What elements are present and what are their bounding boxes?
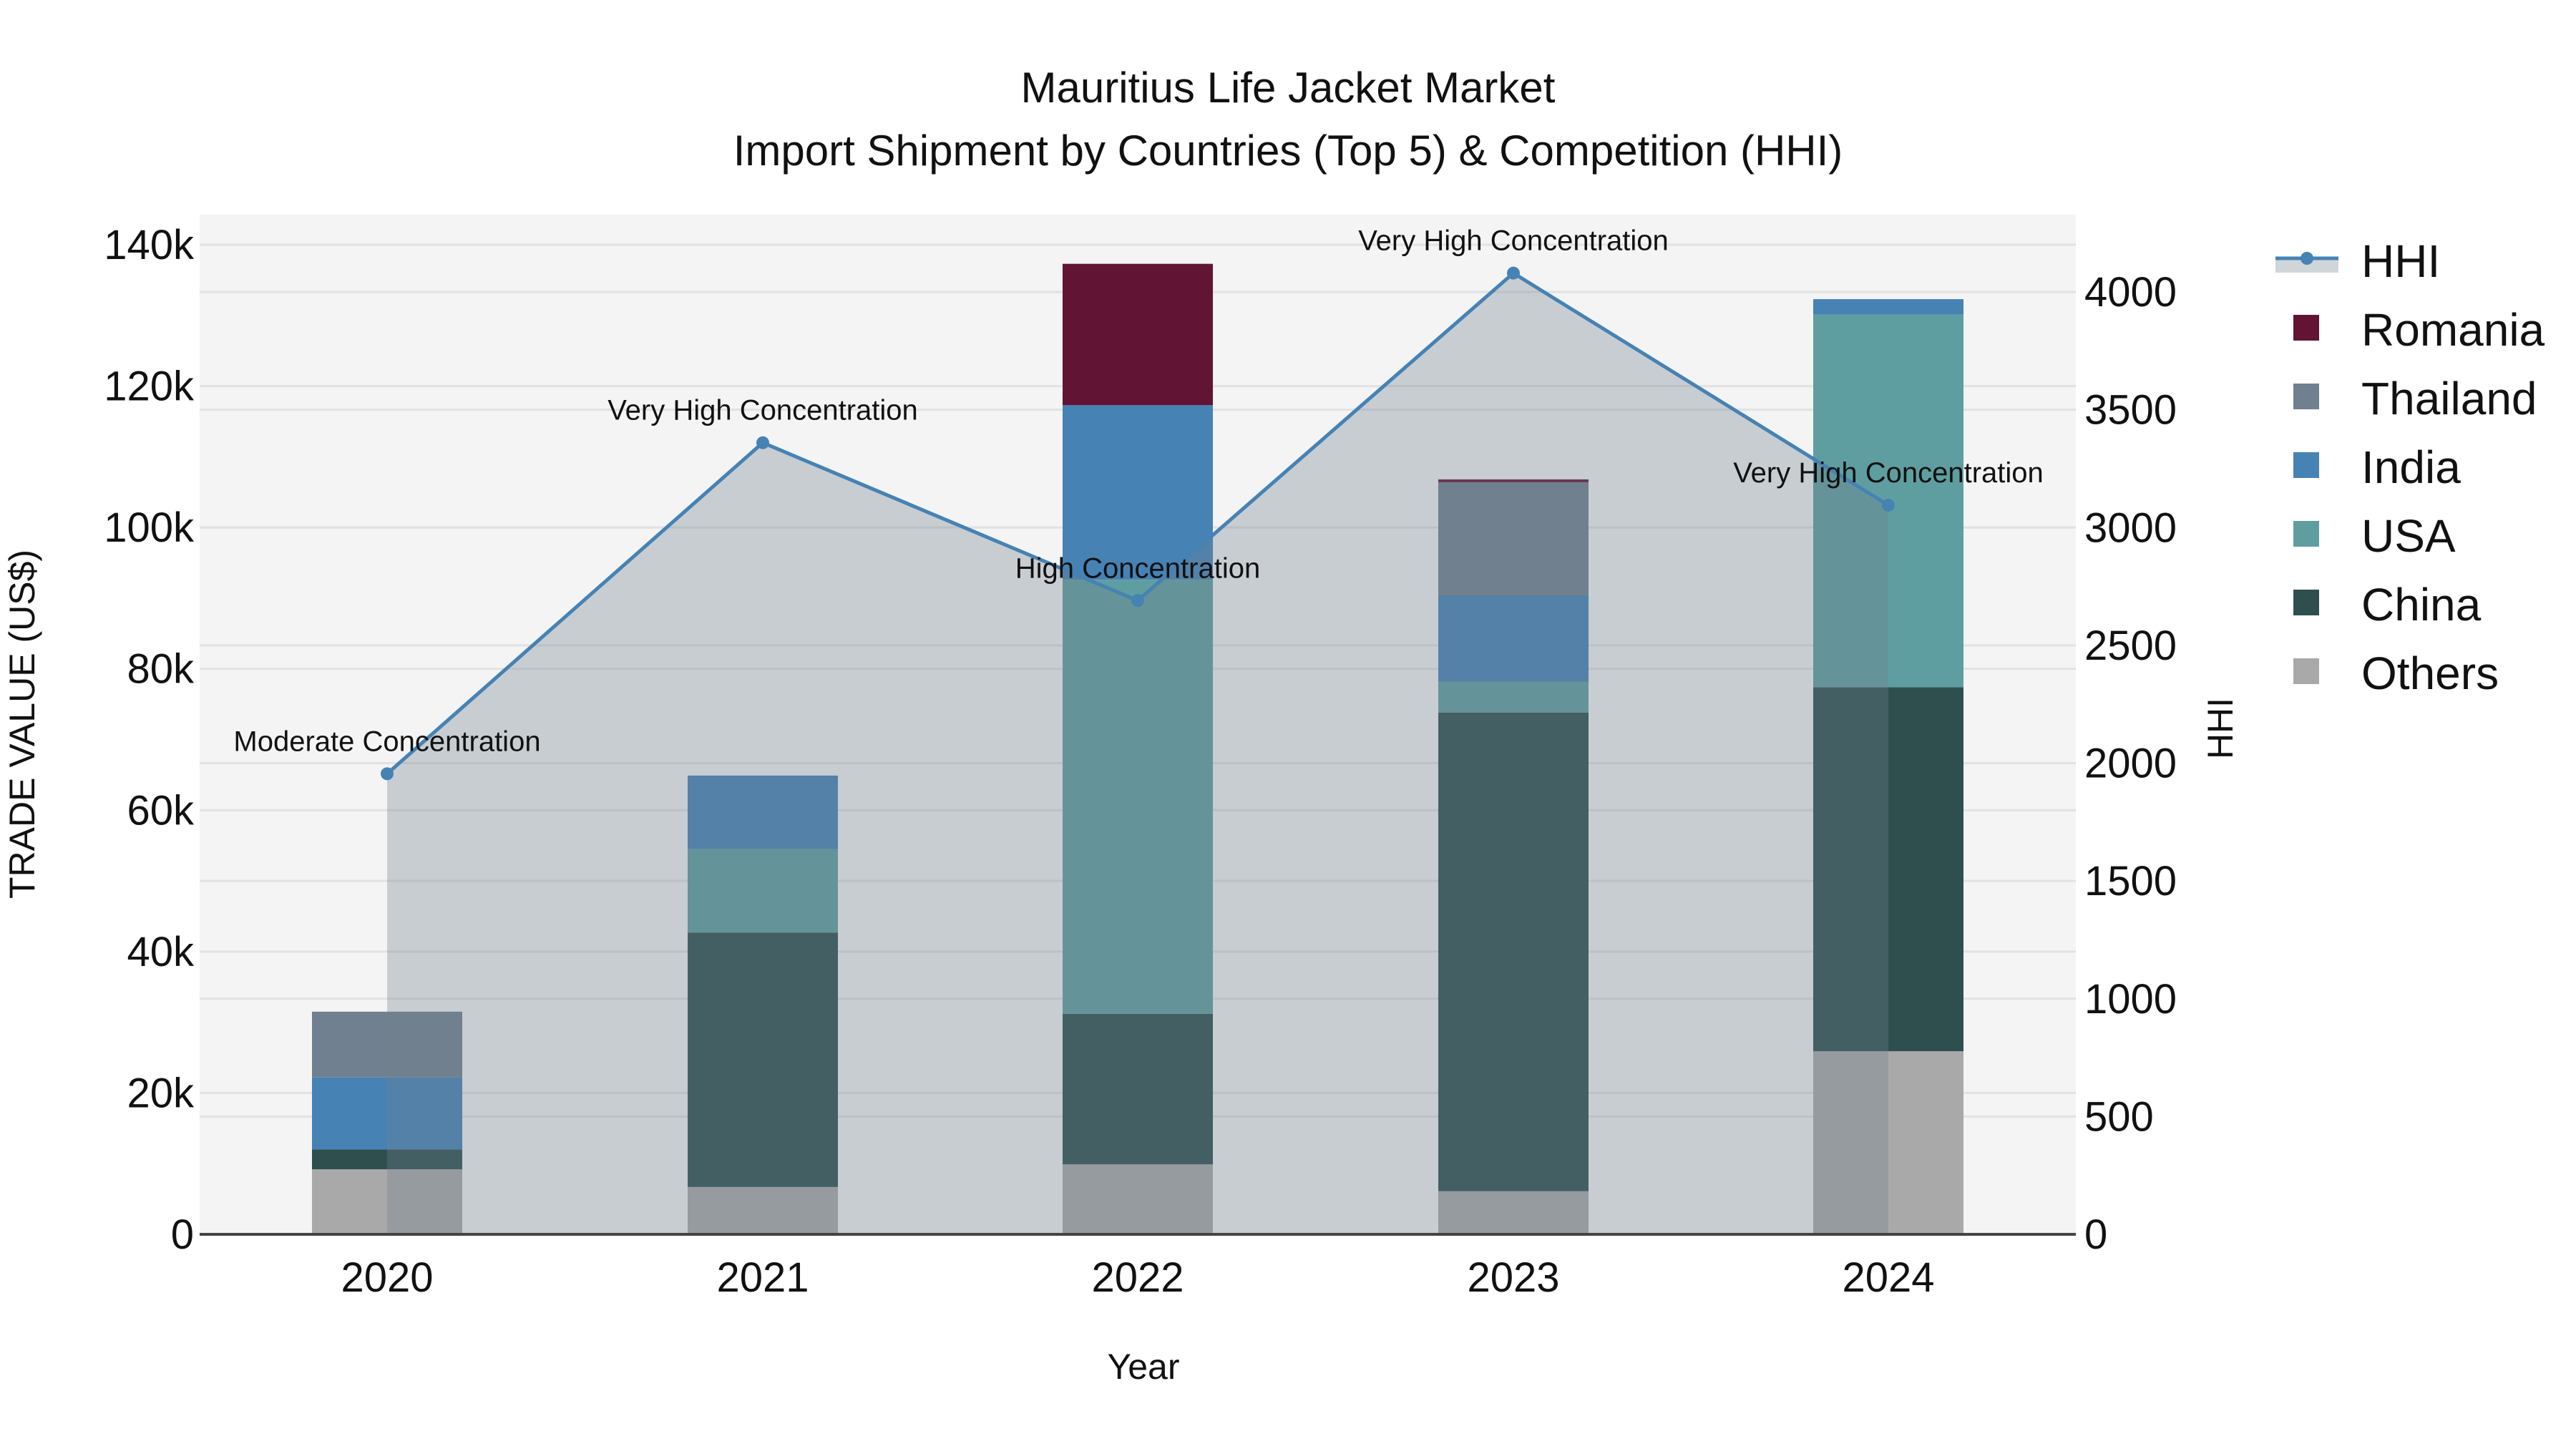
bar-segment-usa-2023 [1438, 681, 1589, 713]
legend-label: China [2361, 579, 2482, 630]
y-tick-label: 120k [104, 364, 195, 410]
bar-segment-china-2023 [1438, 712, 1589, 1191]
hhi-point-2024 [1882, 498, 1895, 512]
stacked-bars [312, 263, 1963, 1234]
y-tick-label: 140k [104, 222, 195, 268]
hhi-area [387, 273, 1888, 1234]
legend-item-thailand[interactable]: Thailand [2293, 373, 2537, 424]
y2-tick-label: 3000 [2084, 504, 2177, 551]
bar-segment-others-2024 [1813, 1051, 1963, 1234]
x-axis-ticks: 2020 2021 2022 2023 2024 [341, 1254, 1934, 1301]
legend-item-usa[interactable]: USA [2293, 510, 2456, 562]
bar-segment-others-2023 [1438, 1191, 1589, 1234]
legend-swatch-usa [2293, 521, 2319, 547]
bar-segment-india-2023 [1438, 595, 1589, 682]
y2-axis-title: HHI [2200, 698, 2240, 759]
bar-segment-romania-2023 [1438, 479, 1589, 482]
annotation-2023: Very High Concentration [1358, 225, 1669, 257]
bar-segment-others-2020 [312, 1169, 462, 1234]
legend-item-others[interactable]: Others [2293, 648, 2499, 699]
bar-segment-china-2024 [1813, 687, 1963, 1052]
hhi-annotations: Moderate Concentration Very High Concentr… [233, 225, 2043, 758]
legend-label: USA [2361, 510, 2456, 562]
x-tick-label-2022: 2022 [1091, 1254, 1184, 1301]
chart-title-line1: Mauritius Life Jacket Market [1020, 64, 1556, 112]
x-tick-label-2020: 2020 [341, 1254, 433, 1301]
annotation-2024: Very High Concentration [1733, 457, 2044, 489]
legend-marker-icon [2301, 252, 2313, 265]
bar-segment-others-2022 [1063, 1164, 1213, 1234]
y-tick-label: 20k [127, 1070, 195, 1116]
bar-segment-india-2024 [1813, 299, 1963, 315]
y2-tick-label: 2500 [2084, 623, 2177, 669]
y2-tick-label: 4000 [2084, 269, 2177, 316]
chart-title-line2: Import Shipment by Countries (Top 5) & C… [733, 127, 1843, 175]
y-tick-label: 60k [127, 787, 195, 834]
bar-segment-china-2020 [312, 1149, 462, 1170]
x-tick-label-2023: 2023 [1467, 1254, 1559, 1301]
legend-label: HHI [2361, 235, 2440, 287]
y2-tick-label: 3500 [2084, 387, 2177, 434]
bar-segment-china-2022 [1063, 1013, 1213, 1165]
legend-item-romania[interactable]: Romania [2293, 304, 2545, 356]
bar-segment-others-2021 [688, 1186, 838, 1234]
y-tick-label: 0 [171, 1211, 194, 1258]
legend-area-swatch [2275, 258, 2338, 273]
legend-item-china[interactable]: China [2293, 579, 2482, 630]
hhi-series [381, 266, 1895, 1234]
y-axis-title: TRADE VALUE (US$) [2, 550, 42, 899]
hhi-point-2022 [1131, 594, 1144, 608]
x-tick-label-2024: 2024 [1842, 1254, 1934, 1301]
hhi-point-2023 [1507, 266, 1520, 280]
bar-segment-india-2021 [688, 775, 838, 849]
legend-item-india[interactable]: India [2293, 441, 2461, 493]
left-y-axis-ticks: 0 20k 40k 60k 80k 100k 120k 140k [104, 222, 195, 1258]
legend: HHI Romania Thailand India USA China Others [2275, 235, 2545, 699]
legend-item-hhi[interactable]: HHI [2275, 235, 2440, 287]
bar-segment-romania-2022 [1063, 263, 1213, 406]
bar-segment-usa-2022 [1063, 580, 1213, 1014]
right-y-axis-ticks: 0 500 1000 1500 2000 2500 3000 3500 4000 [2084, 269, 2177, 1258]
annotation-2020: Moderate Concentration [233, 726, 540, 757]
hhi-point-2020 [381, 767, 394, 781]
legend-swatch-china [2293, 590, 2319, 615]
bar-segment-india-2022 [1063, 405, 1213, 580]
y-tick-label: 100k [104, 504, 195, 551]
legend-label: Others [2361, 648, 2499, 699]
y2-tick-label: 500 [2084, 1093, 2154, 1140]
legend-label: India [2361, 441, 2461, 493]
bar-segment-thailand-2023 [1438, 482, 1589, 595]
y2-tick-label: 2000 [2084, 741, 2177, 787]
bar-segment-india-2020 [312, 1077, 462, 1150]
legend-swatch-thailand [2293, 384, 2319, 409]
legend-label: Thailand [2361, 373, 2537, 424]
y2-tick-label: 1500 [2084, 858, 2177, 904]
legend-swatch-romania [2293, 315, 2319, 341]
y-tick-label: 80k [127, 646, 195, 693]
y2-tick-label: 0 [2084, 1211, 2107, 1258]
annotation-2022: High Concentration [1015, 552, 1260, 584]
annotation-2021: Very High Concentration [608, 395, 918, 426]
legend-swatch-india [2293, 452, 2319, 478]
hhi-point-2021 [756, 436, 769, 449]
bar-segment-usa-2021 [688, 849, 838, 933]
x-axis-title: Year [1107, 1347, 1179, 1387]
y2-tick-label: 1000 [2084, 976, 2177, 1023]
y-tick-label: 40k [127, 929, 195, 975]
legend-label: Romania [2361, 304, 2545, 356]
bar-segment-thailand-2020 [312, 1011, 462, 1078]
x-tick-label-2021: 2021 [716, 1254, 809, 1301]
legend-swatch-others [2293, 658, 2319, 684]
bar-segment-china-2021 [688, 932, 838, 1187]
